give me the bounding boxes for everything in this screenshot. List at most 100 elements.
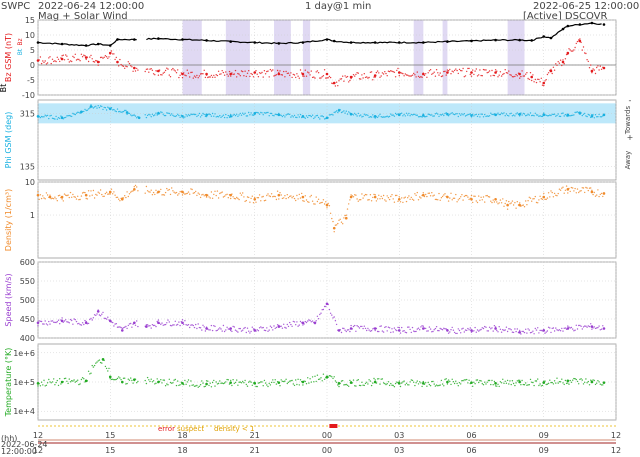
data-point [167,68,169,70]
data-point [366,194,368,196]
data-point [354,75,356,77]
data-point [401,112,403,114]
data-point [567,115,569,118]
data-point [534,327,536,330]
data-point [264,329,267,332]
data-point [499,113,502,116]
data-point [54,196,56,198]
data-point [67,194,69,196]
data-point [512,382,515,385]
data-point [462,380,464,382]
data-point [414,384,416,387]
data-point [86,323,89,325]
data-point [393,71,396,74]
data-point [380,75,382,77]
data-point [136,382,138,384]
data-point [402,381,404,383]
data-point [89,318,91,321]
away-label: Away [624,151,632,170]
y-tick-label: 1 [30,211,35,220]
data-point [578,324,580,327]
data-point [185,193,187,195]
data-point [108,319,110,321]
data-point [216,115,219,118]
data-point [252,202,255,204]
data-point [121,327,124,330]
data-point [434,385,437,387]
data-point [380,378,382,380]
data-point [134,184,137,187]
data-point [107,370,109,372]
data-point [399,201,402,203]
data-point [526,204,528,206]
data-point [120,329,124,332]
data-point [557,61,559,63]
data-point [598,195,600,198]
data-point [57,384,60,387]
data-point [361,325,363,328]
data-point [556,64,558,67]
data-point [343,327,345,330]
data-point [80,195,83,197]
data-point [337,384,339,386]
data-point [511,331,514,333]
data-point [433,383,435,385]
data-point [287,381,290,383]
data-point [93,364,96,367]
data-point [569,379,571,382]
data-point [492,384,494,386]
data-point [346,329,349,331]
data-point [584,191,586,194]
data-point [369,116,372,118]
data-point [268,382,270,385]
data-point [157,111,160,114]
data-point [416,380,418,382]
data-point [128,112,131,115]
data-point [496,70,498,72]
data-point [591,113,593,116]
data-point [563,192,565,194]
data-point [99,56,102,59]
data-point [60,319,62,321]
data-point [352,379,355,381]
data-point [101,56,103,58]
data-point [175,72,178,74]
data-point [67,58,69,61]
data-point [494,71,497,74]
data-point [214,190,216,192]
data-point [71,319,73,322]
data-point [281,327,284,329]
data-point [364,193,367,196]
data-point [334,224,337,226]
data-point [556,329,558,331]
data-point [115,378,118,381]
data-point [391,328,393,330]
data-point [544,80,546,82]
data-point [526,114,528,117]
data-point [264,73,267,75]
data-point [191,188,193,191]
data-point [109,107,111,109]
data-point [222,196,225,198]
data-point [84,193,88,197]
data-point [278,112,280,115]
data-point [178,76,180,79]
data-point [366,76,368,78]
data-point [464,115,467,117]
data-point [191,384,193,386]
data-point [169,193,172,196]
data-point [367,77,369,79]
data-point [230,75,232,77]
data-point [529,332,532,334]
data-point [175,115,178,117]
data-point [202,193,204,196]
data-point [157,319,160,321]
data-point [370,71,373,73]
data-point [558,62,561,64]
data-point [205,326,208,328]
data-point [245,383,247,386]
data-point [599,329,601,331]
data-point [166,322,168,324]
data-point [375,200,378,202]
data-point [97,309,99,311]
